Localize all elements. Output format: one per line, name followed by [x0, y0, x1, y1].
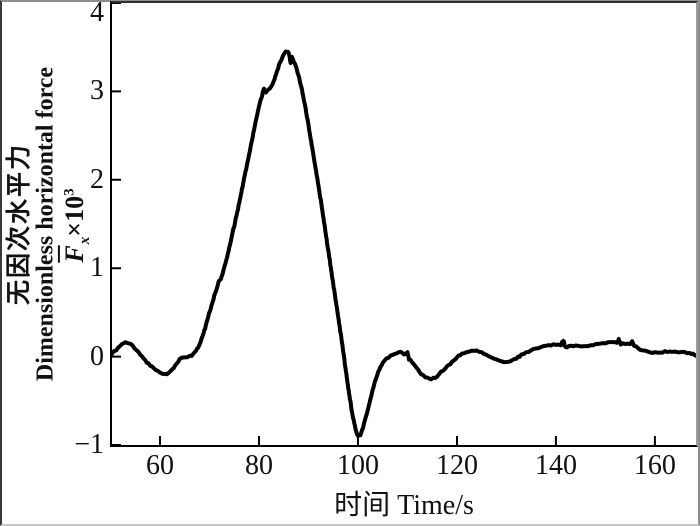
curve-svg: [112, 3, 696, 445]
y-tick-label: 3: [90, 75, 104, 107]
x-tick-label: 160: [633, 450, 676, 481]
x-axis-label: 时间 Time/s: [334, 490, 474, 521]
y-tick-label: 0: [90, 340, 104, 372]
x-tick-label: 80: [244, 450, 273, 481]
force-subscript: x: [77, 236, 94, 245]
y-tick-label: 2: [90, 163, 104, 195]
x-tick-label: 140: [534, 450, 577, 481]
y-tick-label: 1: [90, 252, 104, 284]
plot-area: [110, 1, 698, 447]
y-axis-label-english: Dimensionless horizontal force: [32, 66, 59, 382]
axis-tick-marks: [112, 3, 656, 445]
y-tick-label: −1: [74, 429, 104, 460]
x-tick-label: 100: [336, 450, 379, 481]
force-curve: [112, 49, 696, 438]
x-tick-label: 60: [146, 450, 174, 481]
y-tick-label: 4: [90, 0, 104, 28]
multiplier-text: ×10: [59, 195, 89, 237]
x-tick-label: 120: [435, 450, 478, 481]
